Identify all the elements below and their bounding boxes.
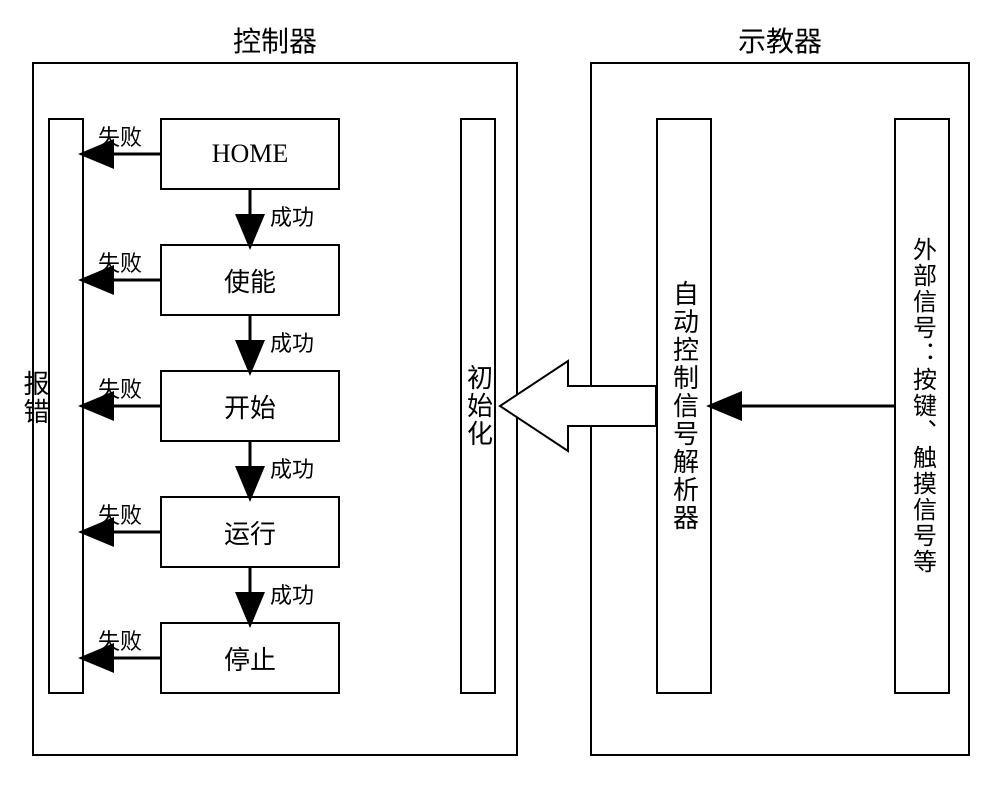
step-stop: 停止 [160,622,340,694]
success-label-1: 成功 [270,200,314,232]
fail-label-3: 失败 [98,372,142,404]
fail-label-2: 失败 [98,246,142,278]
canvas: 控制器 示教器 报错 初始化 自动控制信号解析器 外部信号：按键、触摸信号等 H… [0,0,1000,788]
fail-label-5: 失败 [98,624,142,656]
controller-title: 控制器 [32,20,518,60]
success-label-3: 成功 [270,452,314,484]
teach-pendant-title: 示教器 [590,20,970,60]
step-run: 运行 [160,496,340,568]
init-box: 初始化 [460,118,496,694]
step-home: HOME [160,118,340,190]
fail-label-1: 失败 [98,120,142,152]
parser-box: 自动控制信号解析器 [656,118,712,694]
error-label: 报错 [16,370,53,426]
step-start: 开始 [160,370,340,442]
step-enable: 使能 [160,244,340,316]
fail-label-4: 失败 [98,498,142,530]
success-label-2: 成功 [270,326,314,358]
ext-signal-box: 外部信号：按键、触摸信号等 [894,118,950,694]
error-box [48,118,84,694]
success-label-4: 成功 [270,578,314,610]
